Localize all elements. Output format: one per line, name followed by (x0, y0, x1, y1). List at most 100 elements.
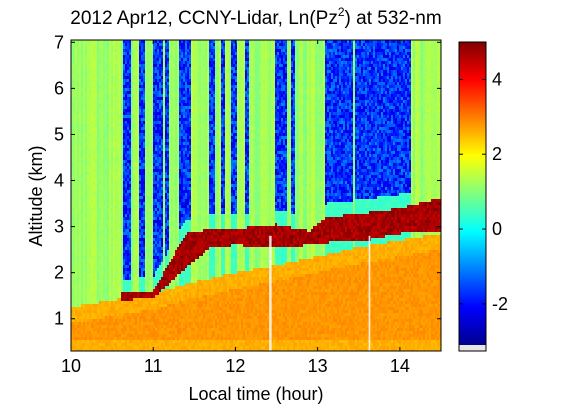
heatmap-cell (89, 109, 92, 113)
heatmap-cell (103, 175, 106, 179)
heatmap-cell (77, 289, 80, 293)
heatmap-cell (73, 145, 76, 149)
heatmap-cell (93, 295, 96, 299)
heatmap-cell (75, 292, 78, 296)
heatmap-cell (103, 100, 106, 104)
heatmap-plot (71, 40, 441, 351)
heatmap-cell (79, 277, 82, 281)
heatmap-cell (99, 331, 102, 335)
heatmap-cell (77, 142, 80, 146)
heatmap-cell (91, 151, 94, 155)
heatmap-cell (91, 178, 94, 182)
heatmap-cell (71, 43, 74, 47)
heatmap-cell (81, 115, 84, 119)
heatmap-cell (103, 61, 106, 65)
heatmap-cell (93, 349, 96, 351)
heatmap-cell (89, 151, 92, 155)
heatmap-cell (93, 133, 96, 137)
heatmap-cell (87, 67, 90, 71)
heatmap-cell (77, 343, 80, 347)
heatmap-cell (89, 154, 92, 158)
heatmap-cell (83, 343, 86, 347)
heatmap-cell (75, 232, 78, 236)
heatmap-cell (75, 118, 78, 122)
heatmap-cell (77, 202, 80, 206)
heatmap-cell (89, 316, 92, 320)
heatmap-cell (91, 214, 94, 218)
heatmap-cell (101, 256, 104, 260)
heatmap-cell (99, 76, 102, 80)
heatmap-cell (97, 274, 100, 278)
heatmap-cell (99, 334, 102, 338)
heatmap-cell (71, 283, 74, 287)
heatmap-cell (73, 82, 76, 86)
heatmap-cell (89, 304, 92, 308)
heatmap-cell (93, 283, 96, 287)
heatmap-cell (77, 94, 80, 98)
heatmap-cell (91, 190, 94, 194)
heatmap-cell (91, 301, 94, 305)
heatmap-cell (101, 316, 104, 320)
heatmap-cell (71, 61, 74, 65)
heatmap-cell (95, 262, 98, 266)
heatmap-cell (97, 280, 100, 284)
heatmap-cell (89, 319, 92, 323)
heatmap-cell (89, 199, 92, 203)
heatmap-cell (77, 199, 80, 203)
heatmap-cell (77, 322, 80, 326)
heatmap-cell (79, 304, 82, 308)
heatmap-cell (91, 118, 94, 122)
heatmap-cell (95, 238, 98, 242)
heatmap-cell (103, 280, 106, 284)
heatmap-cell (101, 304, 104, 308)
heatmap-cell (95, 241, 98, 245)
heatmap-cell (83, 58, 86, 62)
heatmap-cell (93, 316, 96, 320)
heatmap-cell (81, 265, 84, 269)
heatmap-cell (81, 139, 84, 143)
heatmap-cell (97, 313, 100, 317)
heatmap-cell (93, 46, 96, 50)
heatmap-cell (79, 82, 82, 86)
heatmap-cell (87, 142, 90, 146)
heatmap-cell (103, 112, 106, 116)
heatmap-cell (89, 217, 92, 221)
heatmap-cell (99, 154, 102, 158)
heatmap-cell (77, 241, 80, 245)
heatmap-cell (97, 277, 100, 281)
heatmap-cell (97, 202, 100, 206)
heatmap-cell (71, 268, 74, 272)
heatmap-cell (103, 304, 106, 308)
heatmap-cell (87, 139, 90, 143)
heatmap-cell (91, 229, 94, 233)
heatmap-cell (101, 148, 104, 152)
heatmap-cell (81, 319, 84, 323)
heatmap-cell (75, 106, 78, 110)
heatmap-cell (91, 199, 94, 203)
heatmap-cell (77, 133, 80, 137)
heatmap-cell (79, 340, 82, 344)
heatmap-cell (103, 148, 106, 152)
heatmap-cell (71, 52, 74, 56)
heatmap-cell (91, 343, 94, 347)
heatmap-cell (83, 232, 86, 236)
heatmap-cell (85, 73, 88, 77)
heatmap-cell (71, 280, 74, 284)
heatmap-cell (95, 337, 98, 341)
heatmap-cell (101, 193, 104, 197)
heatmap-cell (87, 76, 90, 80)
heatmap-cell (79, 103, 82, 107)
heatmap-cell (87, 46, 90, 50)
heatmap-cell (75, 52, 78, 56)
heatmap-cell (79, 325, 82, 329)
heatmap-cell (95, 247, 98, 251)
heatmap-cell (83, 274, 86, 278)
heatmap-cell (103, 307, 106, 311)
heatmap-cell (97, 223, 100, 227)
heatmap-cell (75, 184, 78, 188)
heatmap-cell (75, 151, 78, 155)
heatmap-cell (91, 175, 94, 179)
heatmap-cell (85, 46, 88, 50)
heatmap-cell (75, 265, 78, 269)
heatmap-cell (89, 136, 92, 140)
